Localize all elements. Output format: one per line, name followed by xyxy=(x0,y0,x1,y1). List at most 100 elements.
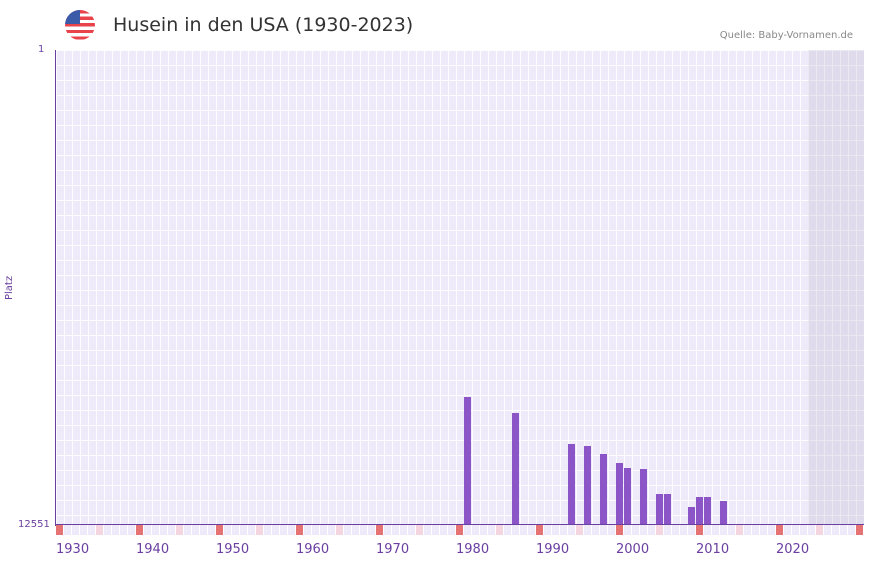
x-tick-1930: 1930 xyxy=(56,542,90,557)
marker-cell xyxy=(464,525,471,535)
marker-cell xyxy=(248,525,255,535)
marker-cell xyxy=(544,525,551,535)
marker-cell xyxy=(200,525,207,535)
marker-cell xyxy=(392,525,399,535)
marker-cell xyxy=(400,525,407,535)
marker-major xyxy=(616,525,623,535)
marker-cell xyxy=(624,525,631,535)
marker-major xyxy=(776,525,783,535)
marker-cell xyxy=(160,525,167,535)
marker-cell xyxy=(832,525,839,535)
marker-cell xyxy=(192,525,199,535)
marker-major xyxy=(376,525,383,535)
x-tick-1960: 1960 xyxy=(296,542,330,557)
marker-cell xyxy=(168,525,175,535)
marker-cell xyxy=(632,525,639,535)
marker-cell xyxy=(752,525,759,535)
marker-cell xyxy=(152,525,159,535)
marker-cell xyxy=(232,525,239,535)
marker-cell xyxy=(224,525,231,535)
marker-minor xyxy=(736,525,743,535)
marker-major xyxy=(216,525,223,535)
marker-cell xyxy=(368,525,375,535)
x-tick-2020: 2020 xyxy=(776,542,810,557)
marker-cell xyxy=(728,525,735,535)
y-tick-bottom: 12551 xyxy=(18,519,50,530)
x-axis xyxy=(55,524,864,525)
marker-minor xyxy=(96,525,103,535)
marker-cell xyxy=(264,525,271,535)
marker-cell xyxy=(312,525,319,535)
marker-cell xyxy=(760,525,767,535)
marker-cell xyxy=(408,525,415,535)
bar-1998 xyxy=(600,454,607,525)
marker-cell xyxy=(648,525,655,535)
decade-markers xyxy=(56,525,864,535)
marker-cell xyxy=(688,525,695,535)
marker-cell xyxy=(848,525,855,535)
marker-cell xyxy=(840,525,847,535)
marker-cell xyxy=(272,525,279,535)
marker-cell xyxy=(568,525,575,535)
x-tick-1980: 1980 xyxy=(456,542,490,557)
marker-cell xyxy=(432,525,439,535)
y-axis xyxy=(55,50,56,526)
marker-cell xyxy=(344,525,351,535)
bar-2000 xyxy=(616,463,623,525)
marker-cell xyxy=(608,525,615,535)
y-axis-title: Platz xyxy=(4,275,15,300)
marker-major xyxy=(56,525,63,535)
marker-cell xyxy=(448,525,455,535)
marker-major xyxy=(696,525,703,535)
marker-minor xyxy=(176,525,183,535)
bar-2013 xyxy=(720,501,727,525)
marker-cell xyxy=(720,525,727,535)
marker-cell xyxy=(712,525,719,535)
marker-cell xyxy=(704,525,711,535)
marker-cell xyxy=(672,525,679,535)
marker-cell xyxy=(560,525,567,535)
marker-cell xyxy=(792,525,799,535)
marker-major xyxy=(136,525,143,535)
marker-cell xyxy=(784,525,791,535)
marker-cell xyxy=(320,525,327,535)
marker-cell xyxy=(768,525,775,535)
marker-cell xyxy=(600,525,607,535)
marker-cell xyxy=(592,525,599,535)
marker-major xyxy=(456,525,463,535)
bar-2011 xyxy=(704,497,711,525)
us-flag-icon xyxy=(65,10,95,40)
marker-cell xyxy=(424,525,431,535)
x-tick-2010: 2010 xyxy=(696,542,730,557)
marker-cell xyxy=(328,525,335,535)
source-label: Quelle: Baby-Vornamen.de xyxy=(719,30,853,41)
marker-minor xyxy=(336,525,343,535)
bar-2006 xyxy=(664,494,671,525)
marker-cell xyxy=(512,525,519,535)
marker-cell xyxy=(280,525,287,535)
marker-cell xyxy=(488,525,495,535)
bar-2009 xyxy=(688,507,695,525)
marker-cell xyxy=(664,525,671,535)
marker-cell xyxy=(440,525,447,535)
marker-cell xyxy=(144,525,151,535)
x-tick-2000: 2000 xyxy=(616,542,650,557)
marker-cell xyxy=(104,525,111,535)
marker-cell xyxy=(584,525,591,535)
x-tick-1940: 1940 xyxy=(136,542,170,557)
marker-cell xyxy=(184,525,191,535)
marker-cell xyxy=(304,525,311,535)
marker-cell xyxy=(504,525,511,535)
marker-cell xyxy=(824,525,831,535)
marker-minor xyxy=(816,525,823,535)
plot-area xyxy=(56,50,864,525)
marker-cell xyxy=(744,525,751,535)
marker-cell xyxy=(208,525,215,535)
bar-1994 xyxy=(568,444,575,525)
marker-cell xyxy=(384,525,391,535)
marker-cell xyxy=(472,525,479,535)
marker-cell xyxy=(288,525,295,535)
x-tick-1950: 1950 xyxy=(216,542,250,557)
bar-2003 xyxy=(640,469,647,525)
marker-cell xyxy=(240,525,247,535)
